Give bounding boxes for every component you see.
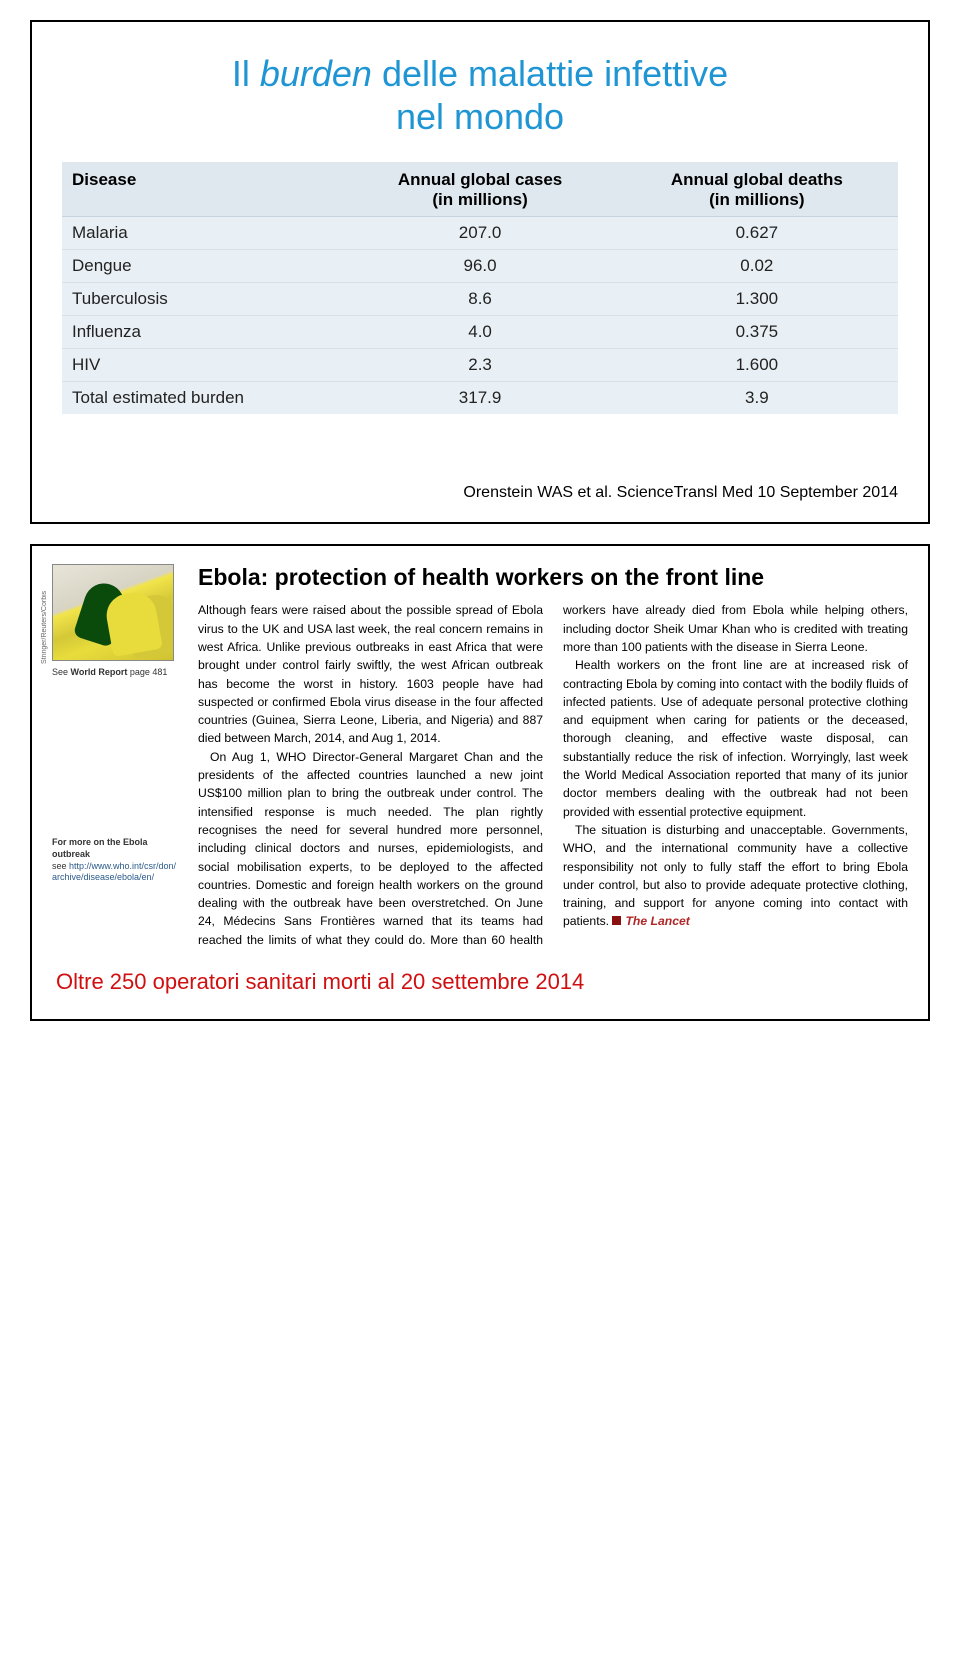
cell-deaths: 0.02 <box>616 250 898 283</box>
cell-disease: Influenza <box>62 316 344 349</box>
table-row: Total estimated burden317.93.9 <box>62 382 898 415</box>
table-row: Influenza4.00.375 <box>62 316 898 349</box>
cell-cases: 96.0 <box>344 250 615 283</box>
article-signature: The Lancet <box>625 914 689 928</box>
cell-deaths: 1.300 <box>616 283 898 316</box>
table-row: Malaria207.00.627 <box>62 217 898 250</box>
article-para-4: The situation is disturbing and unaccept… <box>563 821 908 931</box>
col-deaths: Annual global deaths (in millions) <box>616 162 898 217</box>
cell-disease: Tuberculosis <box>62 283 344 316</box>
cell-deaths: 0.627 <box>616 217 898 250</box>
col-deaths-sub: (in millions) <box>626 190 888 210</box>
title-line2: nel mondo <box>396 96 564 137</box>
cell-disease: Dengue <box>62 250 344 283</box>
cell-cases: 317.9 <box>344 382 615 415</box>
article-body-columns: Although fears were raised about the pos… <box>198 601 908 949</box>
more-ebola-link-text: see <box>52 861 69 871</box>
article-para-1: Although fears were raised about the pos… <box>198 601 543 747</box>
cell-cases: 2.3 <box>344 349 615 382</box>
disease-table-body: Malaria207.00.627 Dengue96.00.02 Tubercu… <box>62 217 898 415</box>
slide-footnote: Oltre 250 operatori sanitari morti al 20… <box>56 969 904 995</box>
health-workers-photo <box>52 564 174 661</box>
cell-disease: Total estimated burden <box>62 382 344 415</box>
title-post: delle malattie infettive <box>372 53 728 94</box>
article-main: Ebola: protection of health workers on t… <box>198 564 908 949</box>
title-pre: Il <box>232 53 260 94</box>
cell-cases: 4.0 <box>344 316 615 349</box>
para4-text: The situation is disturbing and unaccept… <box>563 823 908 928</box>
cell-disease: HIV <box>62 349 344 382</box>
col-cases-label: Annual global cases <box>398 170 562 189</box>
slide-title: Il burden delle malattie infettive nel m… <box>62 52 898 138</box>
table-row: Dengue96.00.02 <box>62 250 898 283</box>
title-em: burden <box>260 53 372 94</box>
col-deaths-label: Annual global deaths <box>671 170 843 189</box>
cell-deaths: 0.375 <box>616 316 898 349</box>
table-row: Tuberculosis8.61.300 <box>62 283 898 316</box>
article-para-3: Health workers on the front line are at … <box>563 656 908 821</box>
end-square-icon <box>612 916 621 925</box>
article-layout: Stringer/Reuters/Corbis See World Report… <box>52 564 908 949</box>
image-credit: Stringer/Reuters/Corbis <box>41 574 48 664</box>
disease-table-wrap: Disease Annual global cases (in millions… <box>62 162 898 414</box>
cell-deaths: 3.9 <box>616 382 898 415</box>
more-ebola-heading: For more on the Ebola outbreak <box>52 837 182 860</box>
see-world-report: See World Report page 481 <box>52 667 182 677</box>
more-ebola-url: http://www.who.int/csr/don/archive/disea… <box>52 861 176 883</box>
citation-text: Orenstein WAS et al. ScienceTransl Med 1… <box>62 484 898 502</box>
article-sidebar: Stringer/Reuters/Corbis See World Report… <box>52 564 182 949</box>
cell-cases: 8.6 <box>344 283 615 316</box>
article-title: Ebola: protection of health workers on t… <box>198 564 908 591</box>
article-photo-wrap: Stringer/Reuters/Corbis <box>52 564 182 661</box>
slide-1-burden-table: Il burden delle malattie infettive nel m… <box>30 20 930 524</box>
cell-deaths: 1.600 <box>616 349 898 382</box>
col-disease: Disease <box>62 162 344 217</box>
col-cases: Annual global cases (in millions) <box>344 162 615 217</box>
table-row: HIV2.31.600 <box>62 349 898 382</box>
slide-2-ebola-article: Stringer/Reuters/Corbis See World Report… <box>30 544 930 1021</box>
cell-disease: Malaria <box>62 217 344 250</box>
cell-cases: 207.0 <box>344 217 615 250</box>
disease-burden-table: Disease Annual global cases (in millions… <box>62 162 898 414</box>
col-cases-sub: (in millions) <box>354 190 605 210</box>
more-on-ebola: For more on the Ebola outbreak see http:… <box>52 837 182 884</box>
